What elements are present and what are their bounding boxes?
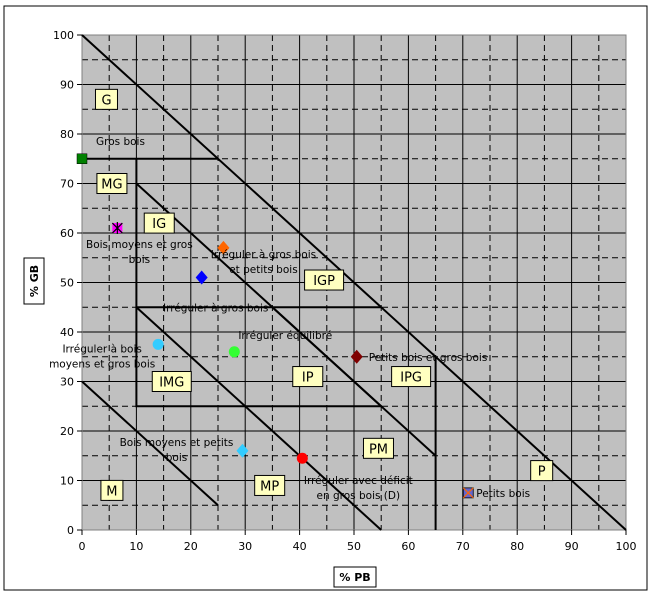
- data-point-label: Irréguler équilibré: [238, 330, 332, 342]
- x-axis-title: % PB: [339, 571, 370, 584]
- x-tick-label: 50: [347, 540, 361, 553]
- data-point-cross: [462, 487, 474, 499]
- data-point-label: Petits bois et gros bois: [369, 352, 488, 364]
- y-axis-title: % GB: [28, 265, 41, 297]
- zone-label-box: [100, 479, 124, 501]
- data-point-label: Irréguler avec déficit: [304, 475, 413, 487]
- zone-label-box: [292, 366, 324, 388]
- data-point-label: bois: [166, 452, 187, 464]
- x-tick-label: 10: [129, 540, 143, 553]
- zone-label: IP: [302, 371, 314, 386]
- data-point-diamond: [236, 443, 249, 458]
- y-tick-label: 100: [53, 29, 74, 42]
- zone-label: PM: [369, 442, 388, 457]
- zone-boundary: [81, 380, 219, 506]
- zone-label: MP: [260, 479, 279, 494]
- zone-label-box: [362, 437, 394, 459]
- y-tick-label: 60: [60, 227, 74, 240]
- zone-label: G: [101, 93, 111, 108]
- x-tick-label: 70: [456, 540, 470, 553]
- zone-boundary: [81, 34, 627, 531]
- y-tick-label: 30: [60, 376, 74, 389]
- data-point-circle: [228, 346, 240, 358]
- y-tick-label: 50: [60, 277, 74, 290]
- data-point-circle: [296, 452, 308, 464]
- data-point-label: et petits bois: [229, 264, 297, 276]
- zone-label: IGP: [313, 274, 335, 289]
- zone-label: P: [538, 465, 546, 480]
- x-tick-label: 30: [238, 540, 252, 553]
- chart-border: [3, 5, 648, 591]
- zone-label: IPG: [400, 371, 422, 386]
- x-tick-label: 20: [184, 540, 198, 553]
- x-tick-label: 40: [293, 540, 307, 553]
- data-point-square: [76, 153, 88, 164]
- data-point-label: moyens et gros bois: [49, 358, 155, 370]
- zone-label-box: [96, 173, 128, 194]
- zone-label-box: [304, 269, 345, 291]
- x-tick-label: 80: [510, 540, 524, 553]
- zone-label-box: [391, 366, 432, 388]
- y-tick-label: 70: [60, 178, 74, 191]
- x-tick-label: 100: [616, 540, 637, 553]
- zone-label-box: [254, 474, 286, 496]
- data-point-diamond: [217, 240, 230, 255]
- data-point-label: Bois moyens et gros: [86, 239, 193, 251]
- zone-boundary: [135, 158, 382, 408]
- data-point-diamond: [350, 349, 363, 364]
- y-tick-label: 40: [60, 326, 74, 339]
- data-point-label: en gros bois (D): [317, 490, 401, 502]
- data-point-label: Irréguler à gros bois: [163, 303, 268, 315]
- zone-label: IMG: [159, 376, 184, 391]
- y-axis-title-box: [23, 257, 45, 305]
- x-axis-title-box: [333, 566, 377, 588]
- data-point-label: Irréguler à bois: [62, 343, 141, 355]
- zone-label: IG: [152, 217, 166, 232]
- y-tick-label: 10: [60, 475, 74, 488]
- zone-boundary: [135, 306, 382, 531]
- data-point-label: Bois moyens et petits: [120, 437, 234, 449]
- data-point-label: Gros bois: [96, 136, 145, 148]
- y-tick-label: 80: [60, 128, 74, 141]
- y-tick-label: 0: [67, 524, 74, 537]
- x-tick-label: 0: [79, 540, 86, 553]
- zone-boundary: [271, 306, 437, 457]
- zone-label-box: [143, 212, 175, 234]
- zone-label: MG: [101, 178, 122, 193]
- data-point-label: Petits bois: [476, 488, 530, 500]
- data-point-star-cross: [111, 222, 123, 235]
- x-tick-label: 90: [565, 540, 579, 553]
- zone-label-box: [151, 371, 192, 392]
- data-point-circle: [152, 338, 164, 350]
- zone-label-box: [94, 88, 118, 110]
- data-point-label: bois: [129, 254, 150, 266]
- x-tick-label: 60: [401, 540, 415, 553]
- zone-label-box: [530, 460, 554, 482]
- y-tick-label: 90: [60, 79, 74, 92]
- data-point-label: Irréguler à gros bois: [211, 249, 316, 261]
- y-tick-label: 20: [60, 425, 74, 438]
- data-point-diamond: [195, 270, 208, 285]
- zone-label: M: [106, 484, 117, 499]
